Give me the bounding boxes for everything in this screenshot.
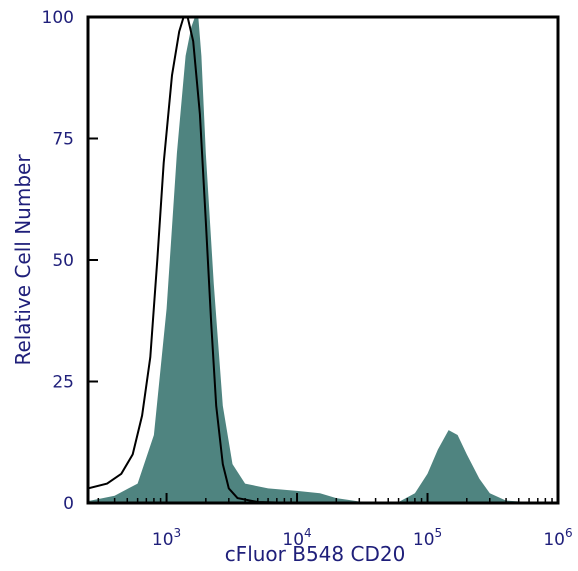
x-axis-title: cFluor B548 CD20 <box>225 542 406 566</box>
outline-histogram-series <box>88 17 558 503</box>
y-axis-title: Relative Cell Number <box>11 154 35 366</box>
x-tick-label: 106 <box>543 526 572 550</box>
filled-histogram-series <box>88 17 558 503</box>
series-layer <box>88 17 558 503</box>
plot-frame <box>86 15 560 505</box>
y-tick-label: 100 <box>42 8 74 28</box>
y-tick-label: 25 <box>52 373 74 393</box>
y-tick-label: 0 <box>63 494 74 514</box>
x-tick-label: 105 <box>413 526 442 550</box>
x-tick-label: 104 <box>282 526 311 550</box>
y-tick-label: 50 <box>52 251 74 271</box>
tick-labels: 103 104 105 106 0 25 50 75 100 <box>42 8 573 550</box>
x-tick-label: 103 <box>152 526 181 550</box>
y-tick-label: 75 <box>52 130 74 150</box>
